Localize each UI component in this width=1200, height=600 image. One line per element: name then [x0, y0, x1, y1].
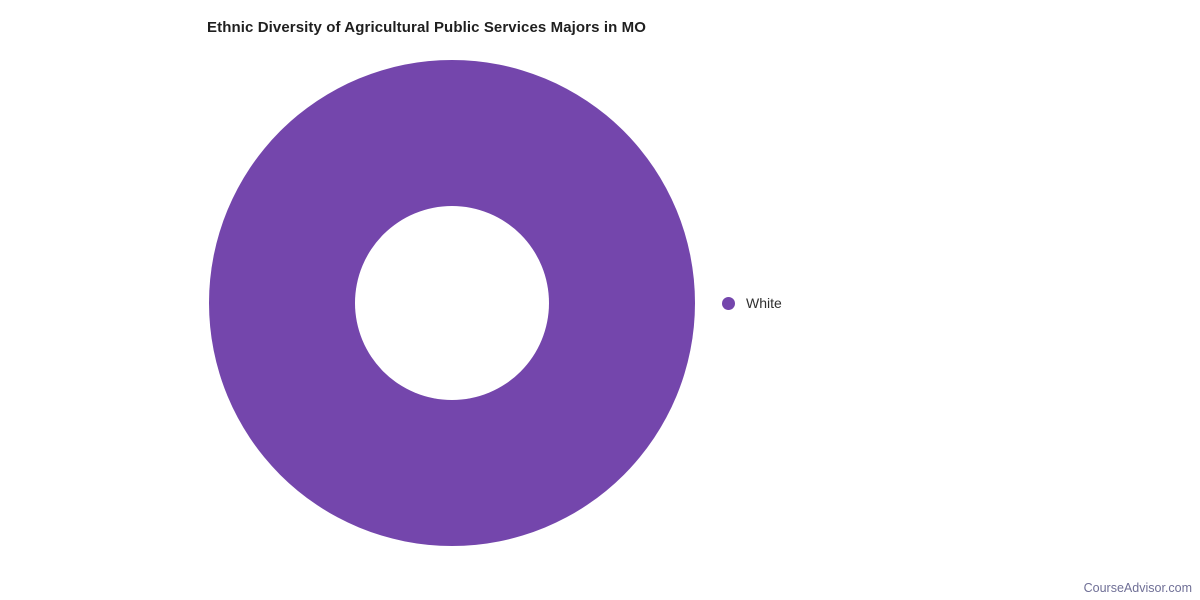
donut-chart-svg — [209, 60, 695, 546]
footer-brand-label: CourseAdvisor.com — [1083, 581, 1192, 595]
legend-item-label: White — [746, 295, 782, 311]
chart-legend: White — [722, 295, 782, 312]
legend-item-white[interactable]: White — [722, 295, 782, 312]
donut-center-hole — [355, 206, 549, 400]
legend-marker-circle-icon — [722, 297, 735, 310]
donut-chart — [209, 60, 695, 546]
chart-title: Ethnic Diversity of Agricultural Public … — [207, 19, 646, 36]
